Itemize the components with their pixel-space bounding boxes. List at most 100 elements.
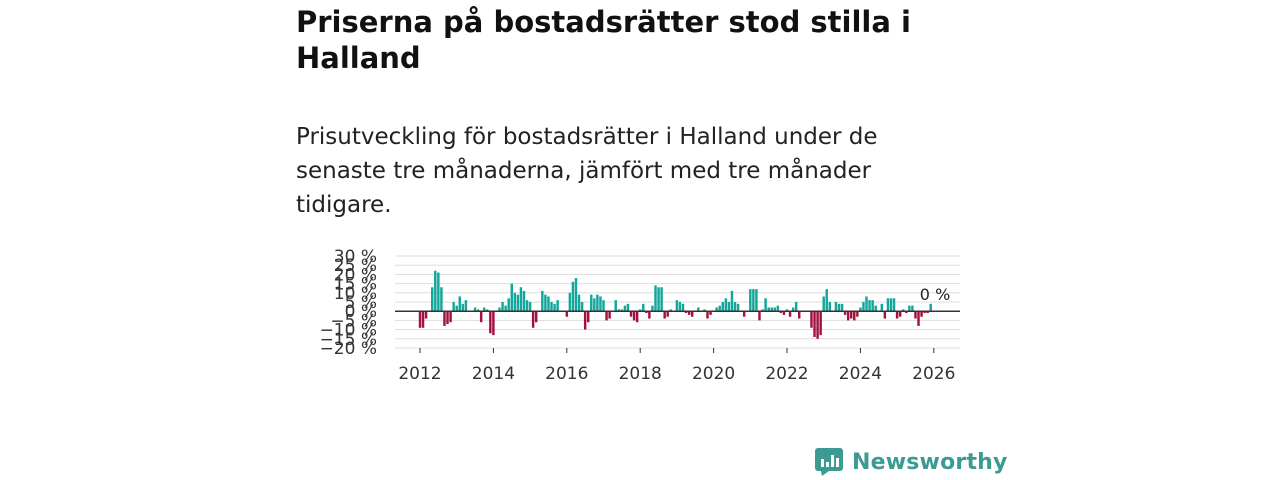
bar [522, 290, 526, 312]
bar [871, 300, 874, 312]
y-tick-label: −5 % [330, 311, 377, 331]
x-tick-label: 2014 [472, 364, 515, 384]
bar [519, 287, 523, 312]
bar [547, 296, 550, 312]
x-tick-label: 2026 [912, 364, 955, 384]
bar [648, 311, 651, 319]
bar [886, 298, 890, 312]
x-tick-label: 2024 [839, 364, 882, 384]
bar [660, 287, 663, 312]
bar [690, 311, 694, 317]
brand-name: Newsworthy [852, 449, 1008, 475]
y-tick-label: −15 % [320, 330, 377, 350]
bar [602, 300, 605, 312]
bar [544, 294, 547, 312]
bar [596, 294, 599, 312]
bar [810, 311, 813, 328]
bar [889, 298, 893, 312]
bar [617, 309, 621, 312]
bar [605, 311, 608, 321]
bar [892, 298, 896, 312]
bar [874, 305, 877, 312]
bar [455, 305, 458, 312]
bar [917, 311, 920, 326]
bar [697, 307, 700, 312]
bar [593, 298, 596, 312]
bar [449, 311, 452, 323]
bar [853, 311, 856, 321]
bar [825, 289, 828, 312]
bar [623, 305, 627, 312]
bar [510, 283, 513, 312]
bar [761, 309, 764, 312]
bar [418, 311, 422, 328]
bar [446, 311, 449, 325]
bar [483, 307, 486, 312]
y-tick-label: 0 % [345, 302, 377, 322]
bar [629, 311, 633, 317]
bar [727, 302, 731, 312]
bar [785, 309, 789, 312]
bar [516, 294, 520, 312]
x-tick-label: 2020 [692, 364, 735, 384]
bar [914, 311, 917, 319]
bar [840, 303, 844, 312]
bar [654, 285, 657, 312]
bar [501, 302, 504, 312]
bar [507, 298, 510, 312]
bar [586, 311, 590, 323]
bar [489, 311, 492, 334]
chart-subtitle: Prisutveckling för bostadsrätter i Halla… [296, 124, 878, 218]
bar [663, 311, 666, 319]
bar [749, 289, 752, 312]
bar [464, 300, 468, 312]
bar [834, 302, 838, 312]
y-tick-label: 15 % [334, 275, 377, 295]
bar [571, 281, 575, 312]
bar [492, 311, 495, 336]
bar [534, 311, 538, 323]
bar [898, 311, 902, 317]
bar [687, 311, 691, 315]
bar [599, 296, 602, 312]
bar [568, 292, 572, 312]
y-tick-label: 30 % [334, 247, 377, 267]
bar [843, 311, 847, 315]
bar [850, 311, 853, 319]
x-tick-label: 2018 [619, 364, 662, 384]
bar [513, 292, 517, 312]
bar [846, 311, 850, 321]
y-tick-label: 25 % [334, 256, 377, 276]
bar [577, 294, 581, 312]
bar [736, 303, 740, 312]
bar [556, 300, 559, 312]
bar [614, 300, 617, 312]
bar [669, 309, 673, 312]
bar [880, 303, 884, 312]
bar [657, 287, 660, 312]
x-tick-label: 2012 [398, 364, 441, 384]
y-tick-label: 5 % [345, 293, 377, 313]
bar [895, 311, 899, 319]
bar [638, 309, 642, 312]
bar [730, 290, 734, 312]
bar [758, 311, 761, 321]
bar [684, 311, 688, 314]
bar [816, 311, 819, 339]
bar [706, 311, 709, 319]
bar [837, 303, 841, 312]
bar [721, 302, 724, 312]
y-tick-label: −20 % [320, 339, 377, 359]
bar [473, 307, 477, 312]
bar [782, 311, 786, 315]
bar [856, 311, 859, 317]
last-value-label: 0 % [920, 285, 950, 304]
bar [798, 311, 801, 319]
bar [504, 305, 507, 312]
bar [565, 311, 569, 317]
bars [418, 270, 932, 339]
bar [718, 305, 721, 312]
bar [479, 311, 483, 323]
bar [883, 311, 887, 319]
